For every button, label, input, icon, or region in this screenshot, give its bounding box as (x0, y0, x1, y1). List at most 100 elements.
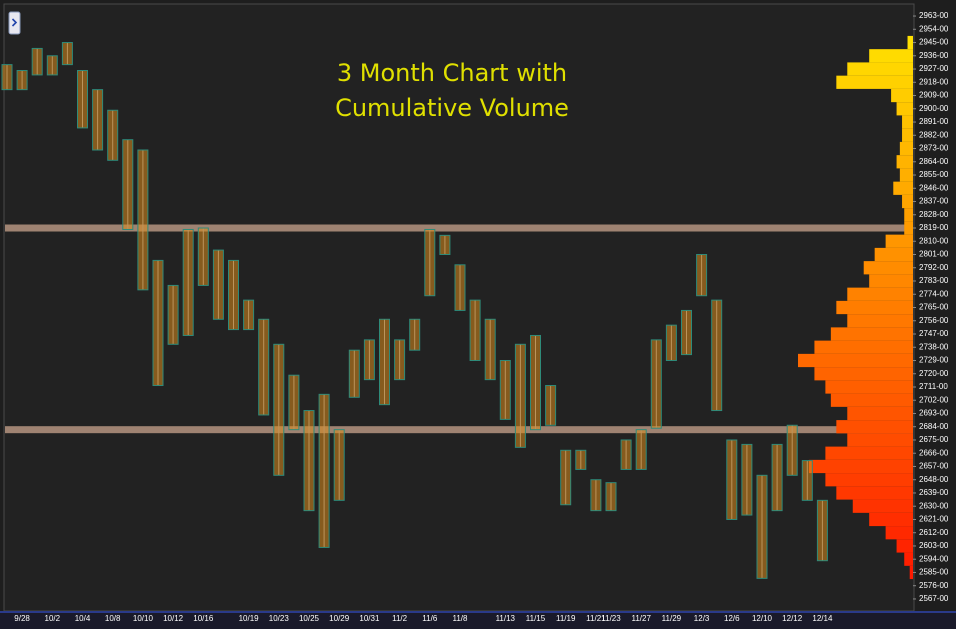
y-tick-label: 2783-00 (919, 276, 949, 285)
volume-profile-bar (852, 499, 913, 513)
y-tick-label: 2954-00 (919, 24, 949, 33)
volume-profile-bar (830, 393, 913, 407)
range-box (318, 393, 330, 548)
y-tick-label: 2828-00 (919, 210, 949, 219)
volume-profile-bar (869, 512, 913, 527)
range-box (197, 227, 209, 286)
volume-profile-bar (814, 367, 913, 381)
x-tick-label: 11/23 (601, 614, 621, 623)
x-tick-label: 10/23 (269, 614, 290, 623)
range-box (258, 318, 270, 416)
range-box (620, 439, 632, 470)
y-tick-label: 2756-00 (919, 316, 949, 325)
x-tick-label: 12/14 (812, 614, 833, 623)
x-tick-label: 10/25 (299, 614, 320, 623)
range-box (575, 449, 587, 470)
x-tick-label: 11/27 (631, 614, 651, 623)
volume-profile-bar (909, 565, 913, 580)
volume-profile-bar (899, 168, 913, 182)
y-tick-label: 2855-00 (919, 170, 949, 179)
range-box (212, 249, 224, 320)
expand-button[interactable] (8, 11, 21, 35)
range-box (107, 109, 119, 161)
volume-profile-bar (896, 155, 913, 169)
price-band (5, 426, 913, 434)
y-tick-label: 2891-00 (919, 117, 949, 126)
range-box (726, 439, 738, 520)
volume-profile-bar (808, 459, 913, 474)
y-tick-label: 2648-00 (919, 475, 949, 484)
volume-profile-bar (891, 88, 913, 103)
range-box (31, 47, 43, 76)
volume-profile-bar (836, 420, 913, 434)
y-tick-label: 2801-00 (919, 250, 949, 259)
volume-profile-bar (836, 75, 913, 89)
volume-profile-bar (798, 353, 913, 368)
y-tick-label: 2675-00 (919, 435, 949, 444)
range-box (77, 70, 88, 129)
y-tick-label: 2702-00 (919, 395, 949, 404)
range-box (439, 234, 451, 256)
range-box (469, 299, 481, 361)
y-tick-label: 2918-00 (919, 77, 949, 86)
volume-profile-bar (847, 433, 913, 447)
range-box (152, 259, 164, 387)
range-box (756, 474, 768, 579)
y-tick-label: 2747-00 (919, 329, 949, 338)
x-tick-label: 11/15 (526, 614, 546, 623)
range-box (273, 343, 285, 476)
y-tick-label: 2630-00 (919, 501, 949, 510)
range-box (46, 55, 58, 76)
x-tick-label: 10/2 (45, 614, 61, 623)
x-tick-label: 10/10 (133, 614, 154, 623)
volume-profile-bar (847, 62, 913, 76)
range-box (681, 309, 692, 356)
x-tick-label: 10/8 (105, 614, 121, 623)
volume-profile-bar (847, 314, 913, 328)
y-tick-label: 2945-00 (919, 38, 949, 47)
x-tick-label: 11/29 (662, 614, 682, 623)
y-tick-label: 2810-00 (919, 236, 949, 245)
volume-profile-bar (847, 287, 913, 301)
y-tick-label: 2882-00 (919, 130, 949, 139)
y-tick-label: 2693-00 (919, 409, 949, 418)
x-tick-label: 11/21 (586, 614, 606, 623)
x-tick-label: 12/12 (782, 614, 803, 623)
volume-profile-bar (825, 446, 913, 460)
y-tick-label: 2846-00 (919, 183, 949, 192)
volume-profile-bar (869, 274, 913, 288)
volume-profile-bar (904, 552, 913, 566)
x-tick-label: 12/6 (724, 614, 740, 623)
y-tick-label: 2837-00 (919, 197, 949, 206)
range-box (424, 228, 436, 297)
y-tick-label: 2774-00 (919, 289, 949, 298)
x-tick-label: 10/16 (193, 614, 214, 623)
y-tick-label: 2621-00 (919, 515, 949, 524)
chart-title-line: Cumulative Volume (335, 94, 569, 122)
range-box (61, 42, 73, 66)
y-tick-label: 2864-00 (919, 157, 949, 166)
x-tick-label: 11/2 (392, 614, 408, 623)
y-tick-label: 2936-00 (919, 51, 949, 60)
y-tick-label: 2612-00 (919, 528, 949, 537)
chart-title-line: 3 Month Chart with (337, 59, 567, 87)
range-box (92, 89, 104, 151)
range-box (363, 339, 375, 381)
y-tick-label: 2729-00 (919, 356, 949, 365)
range-box (228, 259, 239, 331)
volume-profile-bar (869, 49, 913, 63)
x-tick-label: 10/31 (359, 614, 380, 623)
y-tick-label: 2909-00 (919, 91, 949, 100)
range-box (333, 429, 345, 501)
volume-profile-bar (896, 102, 913, 116)
button-arrow[interactable] (11, 18, 18, 27)
volume-profile-bar (893, 181, 913, 195)
y-tick-label: 2657-00 (919, 462, 949, 471)
volume-profile-bar (902, 194, 913, 209)
range-box (605, 482, 617, 512)
y-tick-label: 2873-00 (919, 144, 949, 153)
range-box (303, 410, 315, 512)
x-tick-label: 12/10 (752, 614, 773, 623)
x-tick-label: 12/3 (694, 614, 710, 623)
